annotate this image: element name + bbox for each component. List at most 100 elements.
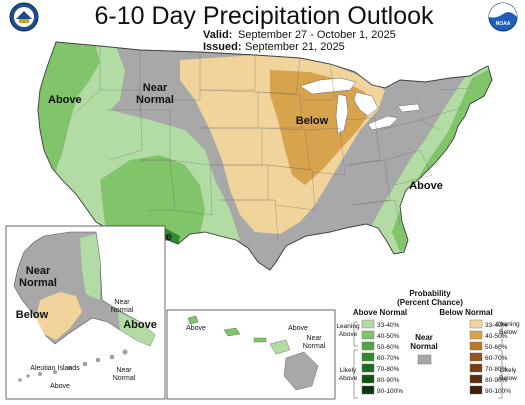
hawaii-above2-label: Above bbox=[288, 325, 308, 332]
legend-below-label-6: 90-100% bbox=[485, 388, 511, 395]
legend-title-line1: Probability bbox=[409, 289, 451, 298]
legend-likely-above-1: Likely bbox=[340, 367, 357, 374]
legend: Probability (Percent Chance) Above Norma… bbox=[336, 289, 520, 399]
alaska-below-area bbox=[36, 292, 82, 340]
aleutian-above-label: Above bbox=[50, 383, 70, 390]
southwest-above-area bbox=[100, 155, 205, 248]
alaska-near-normal2-line1: Near bbox=[114, 299, 130, 306]
legend-above-swatch-5 bbox=[361, 374, 375, 384]
legend-below-label-1: 40-50% bbox=[485, 333, 508, 340]
lake-michigan bbox=[335, 93, 349, 135]
legend-bracket-above-likely bbox=[353, 349, 358, 399]
legend-above-label-6: 90-100% bbox=[377, 388, 403, 395]
legend-below-swatch-0 bbox=[469, 319, 483, 329]
legend-leaning-below-1: Leaning bbox=[496, 321, 520, 328]
legend-below-label-0: 33-40% bbox=[485, 322, 508, 329]
legend-below-swatch-6 bbox=[469, 385, 483, 395]
near-normal-label-line2: Normal bbox=[136, 94, 174, 106]
legend-below-label-3: 60-70% bbox=[485, 355, 508, 362]
lake-ontario bbox=[397, 103, 421, 113]
legend-bracket-below-leaning bbox=[498, 321, 503, 347]
legend-below-header: Below Normal bbox=[439, 308, 492, 317]
alaska-above-label: Above bbox=[123, 319, 157, 331]
legend-above-label-2: 50-60% bbox=[377, 344, 400, 351]
legend-below-swatch-3 bbox=[469, 352, 483, 362]
west-above-label: Above bbox=[48, 94, 82, 106]
legend-below-swatch-2 bbox=[469, 341, 483, 351]
legend-leaning-above-1: Leaning bbox=[336, 323, 360, 330]
legend-title-line2: (Percent Chance) bbox=[397, 298, 463, 307]
legend-above-label-3: 60-70% bbox=[377, 355, 400, 362]
legend-below-bins: 33-40% 40-50% 50-60% 60-70% 70-80% 80-90% 90-1… bbox=[469, 319, 511, 395]
hawaii-big-island bbox=[283, 351, 319, 391]
legend-likely-below-2: Below bbox=[499, 375, 517, 382]
lake-superior bbox=[299, 77, 357, 95]
legend-above-label-1: 40-50% bbox=[377, 333, 400, 340]
alaska-inset: Near Normal Below Near Normal Above Aleu… bbox=[5, 225, 166, 400]
conus-outline bbox=[37, 41, 493, 271]
state-boundaries bbox=[55, 41, 471, 241]
legend-bracket-above-leaning bbox=[353, 321, 358, 347]
west-coast-above-area bbox=[38, 42, 100, 175]
hawaii-near-normal-line1: Near bbox=[306, 335, 322, 342]
lake-huron bbox=[353, 91, 379, 117]
hawaii-kauai bbox=[187, 315, 199, 325]
legend-below-label-5: 80-90% bbox=[485, 377, 508, 384]
legend-above-swatch-0 bbox=[361, 319, 375, 329]
legend-near-line1: Near bbox=[415, 333, 433, 342]
noaa-logo-text: NOAA bbox=[496, 21, 511, 27]
issued-label: Issued: bbox=[203, 41, 242, 53]
legend-below-label-2: 50-60% bbox=[485, 344, 508, 351]
hawaii-near-normal-line2: Normal bbox=[303, 343, 326, 350]
lake-erie bbox=[367, 115, 399, 131]
legend-above-label-5: 80-90% bbox=[377, 377, 400, 384]
hawaii-inset: Above Above Near Normal bbox=[166, 309, 336, 400]
alaska-near-normal2-line2: Normal bbox=[111, 307, 134, 314]
hawaii-molokai bbox=[253, 337, 267, 343]
hawaii-maui bbox=[269, 339, 291, 355]
valid-value: September 27 - October 1, 2025 bbox=[238, 29, 396, 41]
legend-below-label-4: 70-80% bbox=[485, 366, 508, 373]
legend-above-swatch-2 bbox=[361, 341, 375, 351]
near-normal-label-line1: Near bbox=[143, 82, 168, 94]
legend-above-label-0: 33-40% bbox=[377, 322, 400, 329]
legend-below-swatch-5 bbox=[469, 374, 483, 384]
page-title: 6-10 Day Precipitation Outlook bbox=[94, 2, 434, 30]
legend-bracket-below-likely bbox=[498, 349, 503, 399]
aleutian-islands-label: Aleutian Islands bbox=[30, 365, 80, 372]
legend-above-swatch-3 bbox=[361, 352, 375, 362]
legend-below-swatch-4 bbox=[469, 363, 483, 373]
legend-above-bins: 33-40% 40-50% 50-60% 60-70% 70-80% 80-90% 90-1… bbox=[361, 319, 403, 395]
legend-near-line2: Normal bbox=[410, 342, 438, 351]
issued-value: September 21, 2025 bbox=[245, 41, 345, 53]
legend-above-swatch-1 bbox=[361, 330, 375, 340]
midwest-below-label: Below bbox=[296, 115, 329, 127]
east-above-label: Above bbox=[409, 180, 443, 192]
legend-likely-below-1: Likely bbox=[500, 367, 517, 374]
alaska-near-normal-line1: Near bbox=[26, 265, 51, 277]
legend-likely-above-2: Above bbox=[339, 375, 358, 382]
legend-leaning-below-2: Below bbox=[499, 329, 517, 336]
legend-below-swatch-1 bbox=[469, 330, 483, 340]
legend-above-swatch-4 bbox=[361, 363, 375, 373]
legend-leaning-above-2: Above bbox=[339, 331, 358, 338]
hawaii-above-label: Above bbox=[186, 325, 206, 332]
seal-icon bbox=[9, 2, 39, 32]
conus-map: Above Near Normal Above Below Above bbox=[37, 41, 493, 271]
alaska-near-normal-line2: Normal bbox=[19, 277, 57, 289]
aleutian-islands bbox=[18, 349, 128, 382]
alaska-panhandle-above-area bbox=[118, 312, 155, 346]
valid-label: Valid: bbox=[203, 29, 232, 41]
alaska-above-east-area bbox=[80, 234, 100, 300]
aleutian-near-line2: Normal bbox=[113, 375, 136, 382]
aleutian-near-line1: Near bbox=[116, 367, 132, 374]
alaska-below-label: Below bbox=[16, 309, 49, 321]
hawaii-oahu bbox=[223, 327, 241, 337]
noaa-logo-icon: NOAA bbox=[488, 2, 518, 32]
legend-above-label-4: 70-80% bbox=[377, 366, 400, 373]
legend-above-header: Above Normal bbox=[353, 308, 407, 317]
legend-above-swatch-6 bbox=[361, 385, 375, 395]
legend-near-swatch bbox=[417, 354, 432, 365]
